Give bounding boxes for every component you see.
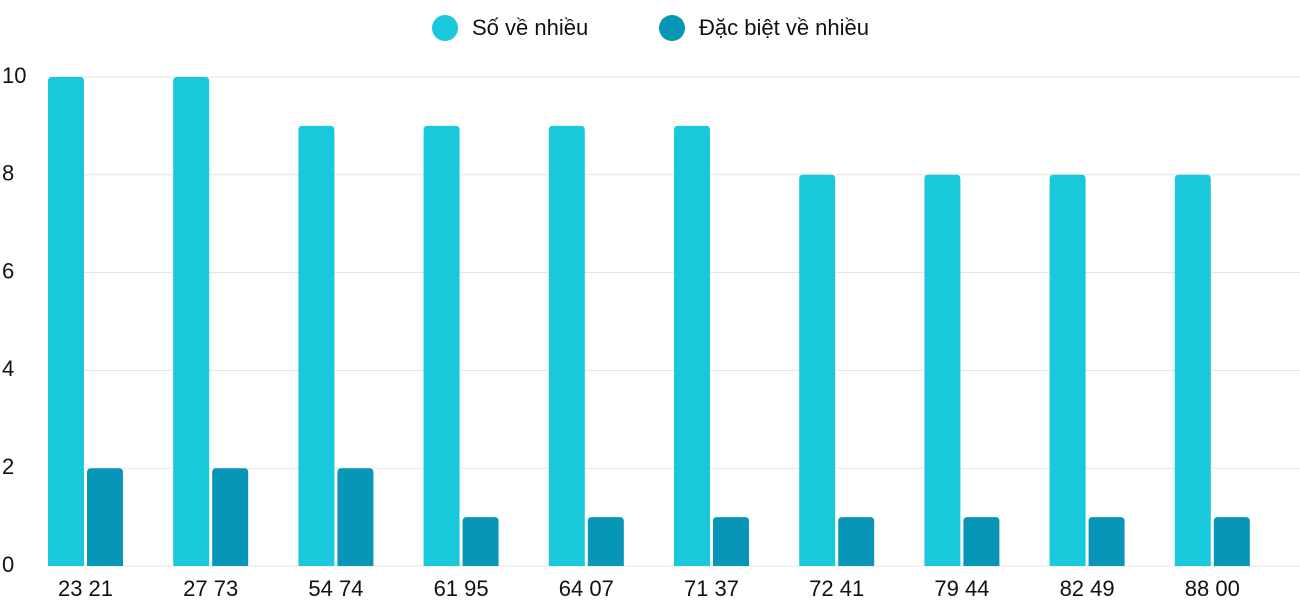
bar	[423, 125, 460, 567]
x-tick-label: 61 95	[434, 576, 489, 600]
bar	[799, 174, 836, 567]
bar	[173, 77, 210, 566]
y-tick-label: 6	[2, 258, 14, 283]
bar	[1174, 174, 1211, 567]
bar	[674, 125, 710, 567]
bar	[337, 468, 374, 566]
bar	[713, 517, 749, 566]
legend-label: Đặc biệt về nhiều	[699, 15, 869, 40]
x-tick-label: 72 41	[809, 576, 864, 600]
legend-marker	[659, 15, 685, 41]
y-tick-label: 8	[2, 161, 14, 186]
x-tick-label: 27 73	[183, 576, 238, 600]
bar	[838, 517, 875, 566]
y-tick-label: 0	[2, 552, 14, 577]
bar	[1049, 174, 1086, 567]
y-tick-label: 4	[2, 356, 14, 381]
y-tick-label: 10	[2, 63, 26, 88]
bar	[87, 468, 123, 566]
bar	[462, 517, 499, 566]
bar	[48, 77, 84, 566]
x-tick-label: 79 44	[934, 576, 989, 600]
x-tick-label: 88 00	[1185, 576, 1240, 600]
x-tick-label: 71 37	[684, 576, 739, 600]
legend-label: Số về nhiều	[472, 15, 588, 40]
x-tick-label: 23 21	[58, 576, 113, 600]
bar	[548, 125, 585, 567]
x-tick-label: 64 07	[559, 576, 614, 600]
bar	[1088, 517, 1125, 566]
x-tick-label: 82 49	[1060, 576, 1115, 600]
bar	[587, 517, 624, 566]
bar	[1213, 517, 1250, 566]
bar	[298, 125, 335, 567]
bar	[924, 174, 961, 567]
bar	[212, 468, 249, 566]
bar	[963, 517, 1000, 566]
legend-marker	[432, 15, 458, 41]
y-tick-label: 2	[2, 454, 14, 479]
x-tick-label: 54 74	[308, 576, 363, 600]
